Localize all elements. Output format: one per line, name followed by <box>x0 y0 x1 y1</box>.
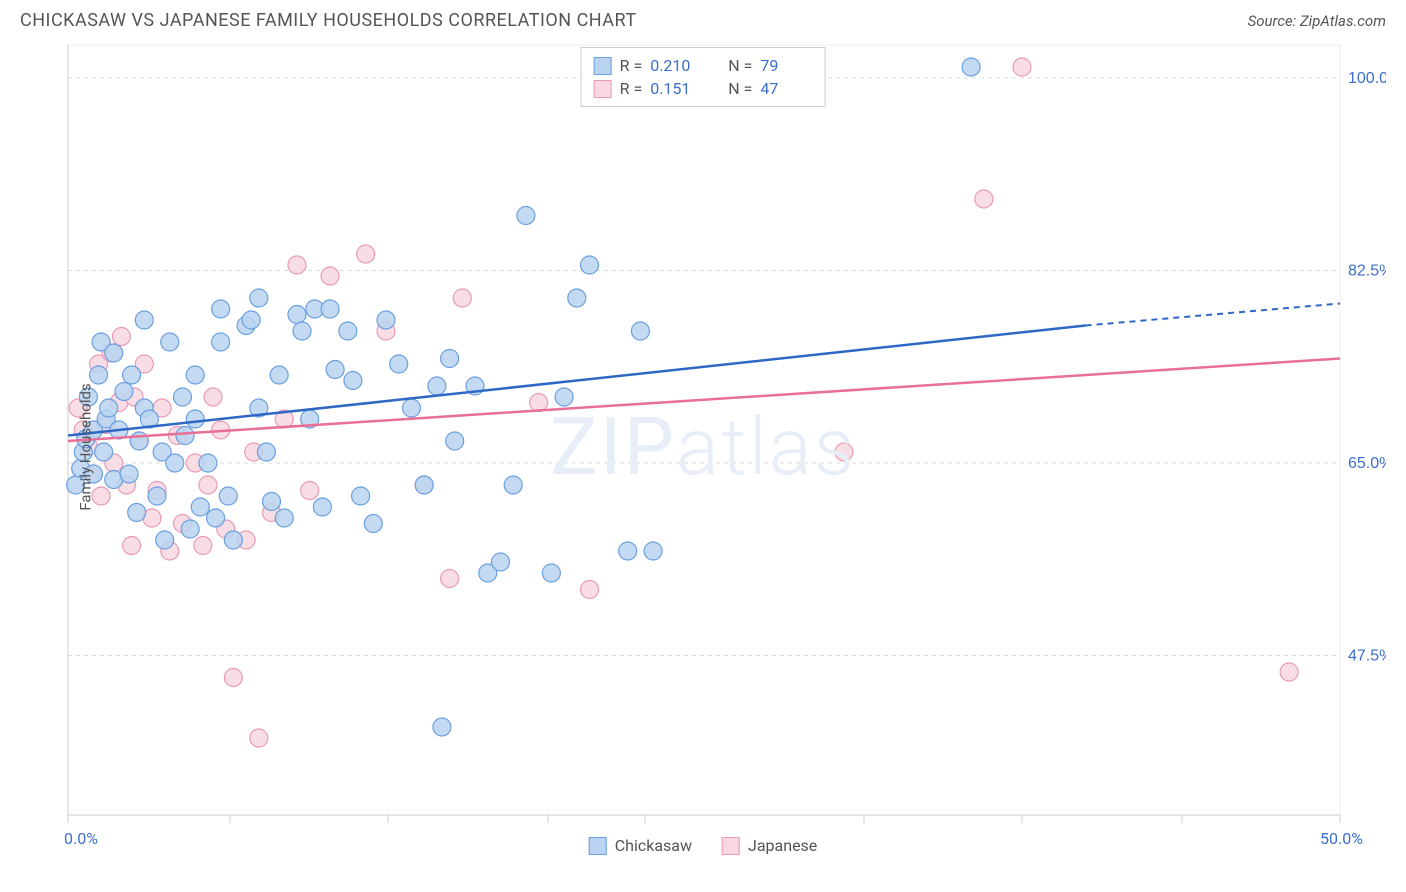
series-legend: Chickasaw Japanese <box>589 836 818 855</box>
r-label: R = <box>620 56 643 75</box>
chart-title: CHICKASAW VS JAPANESE FAMILY HOUSEHOLDS … <box>20 10 637 31</box>
swatch-pink-icon <box>722 837 740 855</box>
legend-label: Chickasaw <box>615 836 692 855</box>
r-value: 0.210 <box>650 56 702 75</box>
svg-text:82.5%: 82.5% <box>1348 263 1386 280</box>
x-axis-min-label: 0.0% <box>64 829 98 848</box>
correlation-legend: R = 0.210 N = 79 R = 0.151 N = 47 <box>581 47 826 107</box>
swatch-blue-icon <box>594 57 612 75</box>
legend-item-chickasaw: Chickasaw <box>589 836 692 855</box>
svg-text:100.0%: 100.0% <box>1348 70 1386 87</box>
n-value: 79 <box>760 56 812 75</box>
legend-row-blue: R = 0.210 N = 79 <box>594 54 813 77</box>
svg-text:47.5%: 47.5% <box>1348 648 1386 665</box>
source-attribution: Source: ZipAtlas.com <box>1248 12 1386 30</box>
swatch-blue-icon <box>589 837 607 855</box>
correlation-scatter-chart: 47.5% 65.0% 82.5% 100.0% <box>20 37 1386 857</box>
y-axis-label: Family Households <box>77 383 95 510</box>
swatch-pink-icon <box>594 80 612 98</box>
legend-label: Japanese <box>748 836 817 855</box>
r-value: 0.151 <box>650 79 702 98</box>
x-axis-max-label: 50.0% <box>1320 829 1363 848</box>
chart-container: Family Households 47.5%65.0%82.5%100.0% … <box>20 37 1386 857</box>
legend-row-pink: R = 0.151 N = 47 <box>594 77 813 100</box>
n-label: N = <box>728 56 752 75</box>
svg-text:65.0%: 65.0% <box>1348 455 1386 472</box>
n-label: N = <box>728 79 752 98</box>
legend-item-japanese: Japanese <box>722 836 817 855</box>
r-label: R = <box>620 79 643 98</box>
n-value: 47 <box>760 79 812 98</box>
